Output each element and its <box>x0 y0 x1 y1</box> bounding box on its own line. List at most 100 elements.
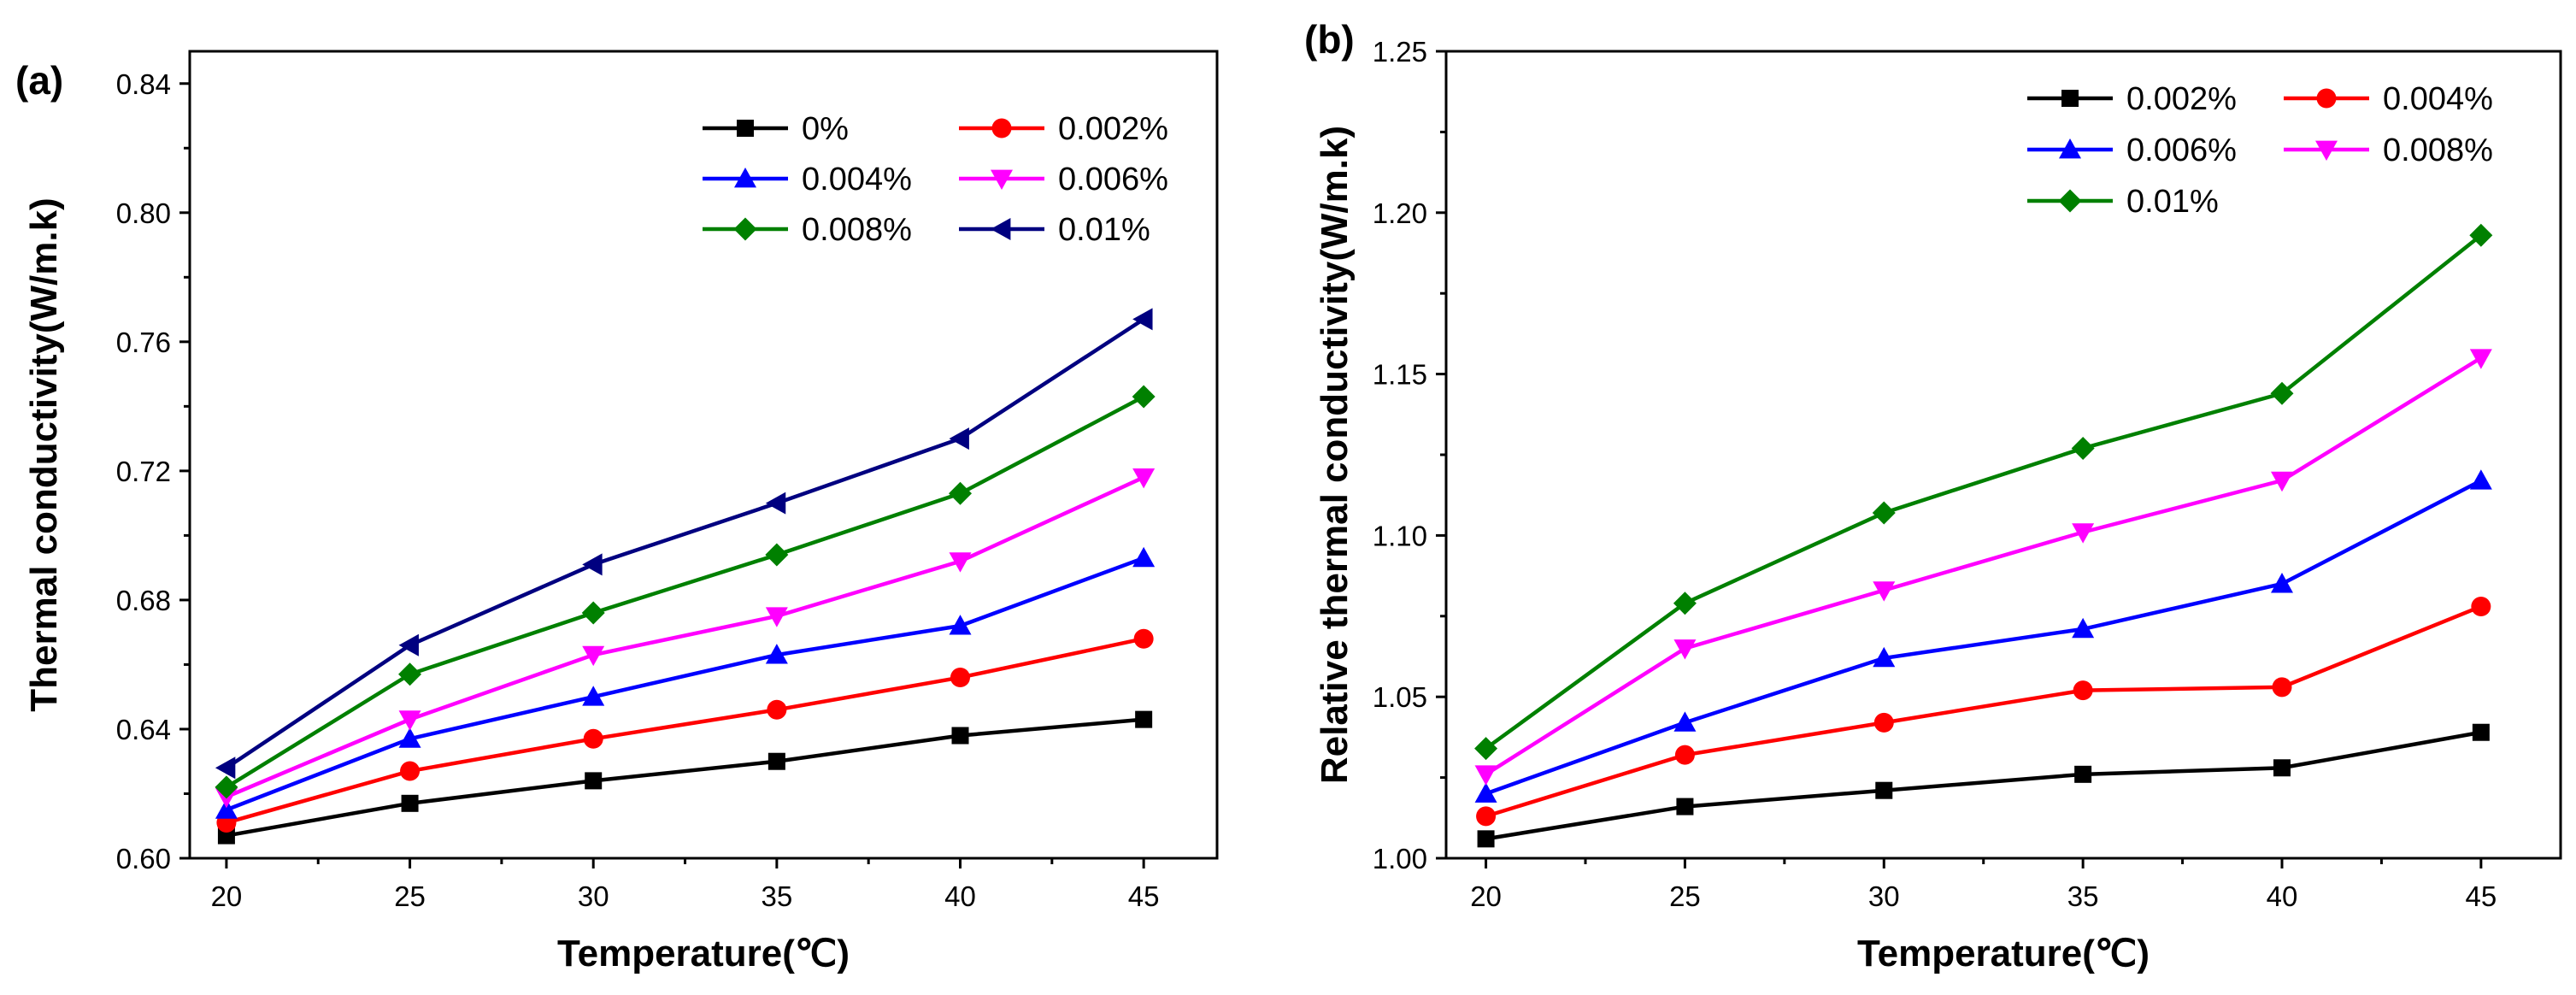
data-point <box>765 492 786 515</box>
series-0.002% <box>1477 723 2490 848</box>
series-line <box>226 556 1144 812</box>
y-tick-label: 1.05 <box>1373 681 1427 713</box>
y-tick-label: 0.80 <box>116 197 171 229</box>
data-point <box>398 633 419 656</box>
series-line <box>225 395 1145 789</box>
data-point <box>2072 617 2095 639</box>
y-tick-label: 0.72 <box>116 456 171 487</box>
data-point <box>2469 349 2492 369</box>
y-axis-title: Relative thermal conductivity(W/m.k) <box>1314 126 1356 784</box>
series-0.006% <box>215 468 1156 809</box>
series-line <box>1485 604 2482 819</box>
panel-a: 20 25 30 35 40 45 0.60 0.64 0.68 0.72 0.76 0.80 0.84… <box>15 50 1219 974</box>
legend-marker <box>2316 88 2337 109</box>
legend-marker <box>991 118 1012 138</box>
series-line <box>226 637 1144 825</box>
legend-label: 0.01% <box>2126 184 2219 220</box>
y-tick-label: 0.76 <box>116 327 171 358</box>
data-point <box>1133 628 1154 649</box>
data-point <box>949 427 969 450</box>
data-point <box>951 727 969 745</box>
legend-marker <box>2315 140 2338 161</box>
legend-marker <box>991 169 1013 190</box>
y-tick-label: 0.60 <box>116 843 171 874</box>
y-tick-label: 0.84 <box>116 68 171 100</box>
data-point <box>1476 806 1497 827</box>
legend-label: 0.002% <box>1058 111 1168 147</box>
legend-item: 0.006% <box>959 162 1168 197</box>
x-tick-label: 30 <box>1868 880 1900 912</box>
series-0.008% <box>215 385 1156 799</box>
legend-marker <box>2061 90 2079 107</box>
x-tick-label: 20 <box>1470 880 1502 912</box>
data-point <box>582 645 605 667</box>
legend-label: 0.006% <box>2126 132 2237 168</box>
data-point <box>1872 501 1896 525</box>
data-point <box>2074 765 2092 783</box>
series-line <box>1485 356 2483 776</box>
legend-marker <box>733 217 757 241</box>
series-line <box>1485 730 2482 841</box>
data-point <box>1673 592 1697 615</box>
data-point <box>2471 596 2491 616</box>
data-point <box>2272 677 2292 698</box>
y-tick-label: 1.25 <box>1373 36 1427 68</box>
series-line <box>1485 479 2482 796</box>
x-tick-label: 30 <box>578 880 609 912</box>
legend-item: 0.002% <box>959 111 1168 147</box>
legend-label: 0.006% <box>1058 162 1168 197</box>
series-0% <box>217 710 1153 845</box>
data-point <box>1674 745 1695 765</box>
data-point <box>398 727 421 748</box>
data-point <box>768 752 785 770</box>
data-point <box>2469 469 2492 490</box>
y-tick-label: 0.64 <box>116 714 171 745</box>
data-point <box>2472 723 2490 741</box>
series-line <box>226 717 1144 838</box>
data-point <box>765 644 788 664</box>
x-tick-label: 35 <box>761 880 792 912</box>
data-point <box>581 601 605 625</box>
data-point <box>583 728 603 749</box>
legend-item: 0.004% <box>2284 81 2493 117</box>
legend-marker <box>2058 189 2082 213</box>
series-line <box>226 475 1145 799</box>
x-tick-label: 20 <box>211 880 243 912</box>
series-0.01% <box>215 308 1153 780</box>
legend-item: 0.002% <box>2027 81 2237 117</box>
data-point <box>215 757 236 780</box>
plot-frame <box>1444 50 2562 860</box>
data-point <box>1676 798 1694 815</box>
legend-label: 0.01% <box>1058 212 1150 248</box>
series-0.01% <box>1474 223 2493 761</box>
legend-label: 0.002% <box>2126 81 2237 117</box>
data-point <box>2273 759 2291 777</box>
data-point <box>582 553 603 576</box>
x-axis-title: Temperature(℃) <box>557 933 850 974</box>
data-point <box>1873 712 1894 733</box>
legend: 0.002% 0.004% 0.006% 0.008% 0.01% <box>2027 81 2493 220</box>
series-0.008% <box>1474 349 2492 786</box>
data-point <box>1132 468 1156 489</box>
series-line <box>225 317 1145 770</box>
panel-label: (a) <box>15 58 63 103</box>
data-point <box>1875 781 1893 799</box>
y-tick-label: 1.15 <box>1373 359 1427 391</box>
legend-marker <box>991 218 1011 240</box>
data-point <box>1132 308 1153 331</box>
series-0.004% <box>215 546 1156 819</box>
data-point <box>2469 223 2493 247</box>
data-point <box>949 552 972 573</box>
data-point <box>215 798 238 819</box>
y-tick-label: 1.10 <box>1373 520 1427 551</box>
data-point <box>401 794 419 812</box>
data-point <box>949 615 972 635</box>
legend-label: 0.008% <box>2383 132 2493 168</box>
data-point <box>767 699 787 720</box>
data-point <box>1132 385 1156 409</box>
panel-label: (b) <box>1304 17 1355 62</box>
x-tick-label: 25 <box>394 880 426 912</box>
data-point <box>1673 711 1697 732</box>
series-0.006% <box>1474 469 2492 803</box>
